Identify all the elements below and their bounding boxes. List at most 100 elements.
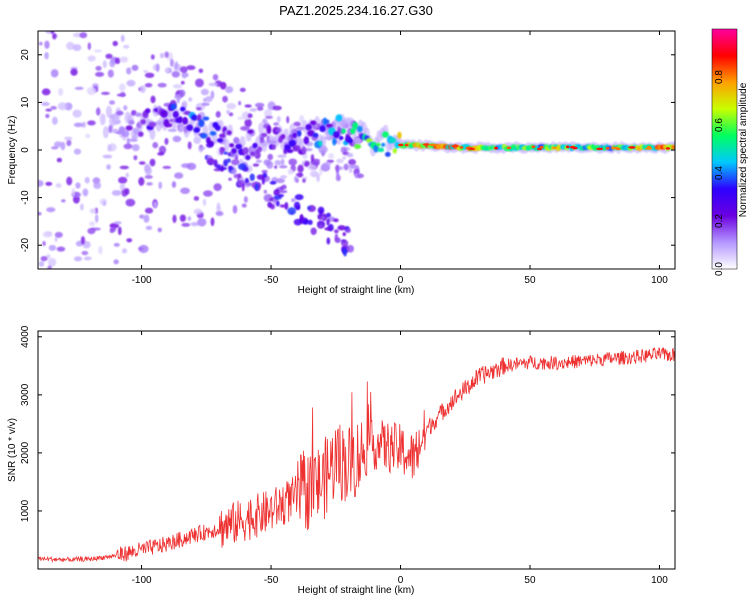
spectrogram-cell: [281, 184, 287, 190]
spectrogram-cell: [317, 224, 324, 229]
spectrogram-cell: [123, 44, 130, 49]
spectrogram-cell: [150, 95, 156, 104]
spectrogram-cell: [56, 157, 63, 163]
colorbar-ticks: 0.0 0.2 0.4 0.6 0.8: [714, 70, 725, 276]
spectrogram-cell: [266, 125, 272, 134]
spectrogram-cell: [144, 166, 152, 176]
spectrogram-cell: [42, 241, 46, 247]
spectrogram-cell: [193, 136, 202, 144]
snr-panel: -100 -50 0 50 100 1000 2000 3000 4000 Height of…: [7, 325, 676, 596]
spectrogram-cell: [113, 242, 120, 247]
spectrogram-cell: [107, 144, 112, 152]
spectrogram-cell: [226, 109, 230, 115]
spectrogram-cell: [302, 219, 310, 225]
spectrogram-cell: [244, 104, 252, 108]
spectrogram-cell: [314, 116, 321, 129]
spectrogram-cell: [121, 248, 128, 254]
spectrogram-cell: [75, 182, 81, 189]
spectrogram-cell: [231, 148, 237, 154]
spectrogram-cell: [249, 151, 256, 157]
spectrogram-cell: [167, 128, 178, 133]
spectrogram-cell: [57, 102, 68, 111]
spectrogram-cell: [144, 174, 153, 179]
spectrogram-cell: [245, 154, 251, 161]
spectrogram-cell: [196, 107, 202, 111]
x-tick-label: -100: [132, 575, 152, 586]
spectrogram-cell: [655, 146, 660, 150]
spectrogram-cell: [93, 49, 102, 53]
spectrogram-cell: [133, 155, 138, 161]
spectrogram-cell: [297, 164, 304, 173]
spectrogram-cell: [81, 250, 89, 256]
snr-y-axis: 1000 2000 3000 4000: [20, 325, 675, 522]
spectrogram-cell: [357, 125, 363, 133]
spectrogram-cell: [263, 159, 270, 166]
spectrogram-cell: [131, 143, 140, 152]
spectrogram-cell: [264, 109, 272, 118]
spectrogram-cell: [143, 70, 148, 74]
spectrogram-cell: [102, 126, 109, 139]
spectrogram-cell: [494, 146, 499, 150]
spectrogram-cell: [201, 102, 210, 106]
spectrogram-cell: [137, 131, 144, 137]
spectrogram-cell: [261, 177, 265, 185]
spectrogram-cell: [177, 116, 183, 124]
spectrogram-cell: [422, 143, 430, 146]
spectrogram-cell: [170, 58, 174, 67]
spectrogram-cell: [106, 164, 111, 170]
spectrogram-cell: [54, 231, 63, 238]
spectrogram-cell: [273, 189, 281, 196]
spectrogram-cell: [116, 110, 124, 116]
y-tick-label: 0: [20, 147, 31, 153]
spectrogram-cell: [181, 222, 191, 227]
spectrogram-cell: [87, 120, 96, 126]
spectrogram-cell: [319, 208, 323, 216]
spectrogram-cell: [164, 137, 169, 145]
spectrogram-cell: [61, 199, 66, 203]
spectrogram-cell: [304, 160, 310, 168]
spectrogram-cell: [205, 95, 213, 103]
spectrogram-cell: [52, 32, 57, 40]
spectrogram-cell: [50, 31, 55, 35]
spectrogram-cell: [54, 236, 58, 243]
spectrogram-cell: [237, 163, 247, 171]
spectrogram-cell: [109, 114, 117, 119]
spectrogram-cell: [187, 216, 192, 221]
spectrogram-cell: [51, 146, 59, 150]
colorbar-tick-label: 0.6: [714, 118, 725, 132]
spectrogram-cell: [348, 138, 353, 144]
spectrogram-cell: [291, 198, 296, 203]
spectrogram-cell: [394, 141, 400, 149]
figure-title: PAZ1.2025.234.16.27.G30: [279, 3, 433, 18]
spectrogram-cell: [179, 214, 187, 222]
spectrogram-cell: [226, 130, 232, 136]
spectrogram-cell: [210, 217, 215, 227]
spectrogram-cell: [108, 124, 113, 134]
spectrogram-cell: [66, 139, 72, 147]
spectrogram-cell: [66, 41, 75, 50]
spectrogram-cell: [228, 177, 232, 181]
spectrogram-cell: [228, 112, 234, 117]
spectrogram-cell: [80, 236, 86, 245]
spectrogram-cell: [120, 91, 126, 98]
spectrogram-cell: [180, 187, 190, 195]
spectrogram-cell: [335, 114, 343, 122]
y-tick-label: 10: [20, 96, 31, 108]
spectrogram-cell: [83, 256, 92, 261]
spectrogram-cell: [105, 53, 113, 59]
spectrogram-cell: [284, 201, 289, 210]
spectrogram-cell: [232, 204, 238, 214]
spectrogram-cell: [172, 84, 183, 89]
spectrogram-cell: [74, 86, 84, 90]
spectrogram-cell: [182, 116, 189, 125]
spectrogram-cell: [343, 248, 347, 257]
x-tick-label: 100: [651, 575, 668, 586]
spectrogram-cell: [404, 143, 409, 147]
spectrogram-cell: [333, 229, 339, 234]
spectrogram-cell: [356, 173, 365, 179]
spectrogram-cell: [177, 120, 184, 133]
spectrogram-cell: [79, 32, 88, 39]
spectrogram-cell: [451, 144, 459, 148]
spectrogram-cell: [233, 173, 239, 179]
